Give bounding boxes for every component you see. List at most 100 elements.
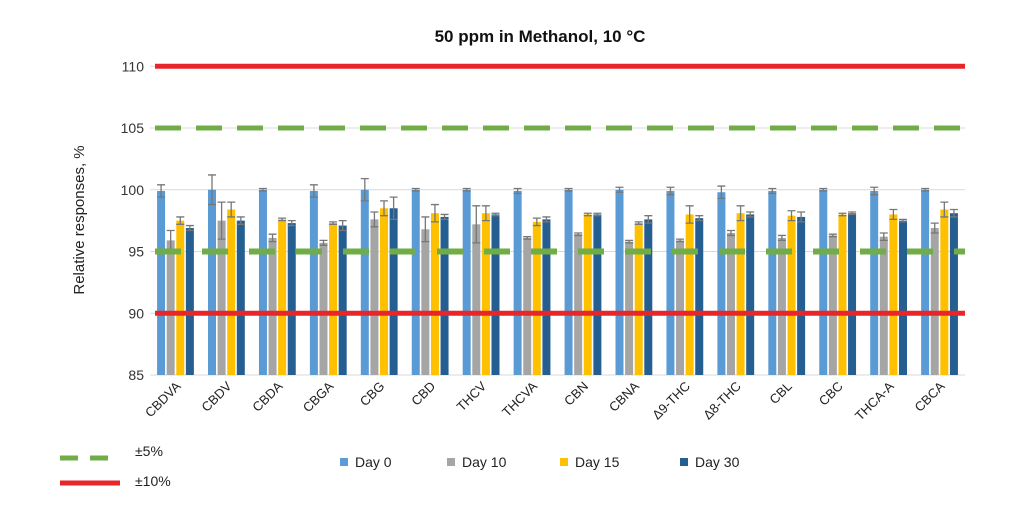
error-bar xyxy=(157,184,166,198)
bar-day-0 xyxy=(666,190,675,375)
x-tick-label: CBCA xyxy=(912,378,948,414)
error-bar xyxy=(695,215,704,222)
bar-day-30 xyxy=(898,220,907,375)
error-bar xyxy=(542,216,551,223)
error-bar xyxy=(625,239,634,244)
x-tick-label: THCA-A xyxy=(852,378,897,423)
error-bar xyxy=(380,200,389,217)
error-bar xyxy=(411,187,420,192)
x-tick-label: CBDV xyxy=(198,378,234,414)
bar-day-30 xyxy=(440,216,449,375)
error-bar xyxy=(768,187,777,195)
bar-day-30 xyxy=(236,220,245,375)
x-tick-label: CBN xyxy=(561,379,591,409)
bar-day-15 xyxy=(532,221,541,375)
bar-day-0 xyxy=(564,189,573,375)
legend-label: ±5% xyxy=(135,443,163,459)
legend-swatch xyxy=(447,458,455,466)
error-bar xyxy=(440,213,449,221)
bar-day-0 xyxy=(819,189,828,375)
bar-day-15 xyxy=(583,214,592,375)
error-bar xyxy=(797,211,806,223)
y-tick-label: 105 xyxy=(121,120,145,136)
y-axis-label: Relative responses, % xyxy=(71,145,88,294)
bar-day-30 xyxy=(389,208,398,375)
bar-day-10 xyxy=(370,219,379,375)
legend-swatch xyxy=(340,458,348,466)
bar-day-10 xyxy=(879,236,888,375)
error-bar xyxy=(828,233,837,238)
error-bar xyxy=(176,216,185,225)
error-bar xyxy=(421,216,430,243)
bar-day-15 xyxy=(481,213,490,375)
bar-day-30 xyxy=(746,214,755,375)
bar-day-0 xyxy=(870,190,879,375)
bar-day-30 xyxy=(491,214,500,375)
x-tick-label: CBDVA xyxy=(142,378,184,420)
y-tick-label: 110 xyxy=(122,58,145,74)
bar-day-0 xyxy=(157,190,166,375)
error-bar xyxy=(268,233,277,243)
legend-label: ±10% xyxy=(135,473,171,489)
error-bar xyxy=(258,187,267,192)
x-tick-label: CBG xyxy=(357,379,388,410)
bar-day-10 xyxy=(828,235,837,375)
error-bar xyxy=(278,217,287,222)
bar-day-10 xyxy=(166,240,175,375)
bar-day-30 xyxy=(185,228,194,375)
bar-day-30 xyxy=(287,223,296,375)
error-bar xyxy=(338,219,347,232)
bar-day-15 xyxy=(634,223,643,375)
error-bar xyxy=(523,236,532,240)
bar-day-0 xyxy=(615,189,624,375)
bar-day-15 xyxy=(278,219,287,375)
x-tick-label: THCV xyxy=(454,378,490,414)
bar-day-15 xyxy=(329,223,338,375)
error-bar xyxy=(736,205,745,222)
error-bar xyxy=(287,219,296,227)
error-bar xyxy=(574,232,583,237)
bar-day-10 xyxy=(268,237,277,375)
error-bar xyxy=(644,215,653,224)
bar-day-30 xyxy=(797,216,806,375)
x-tick-label: Δ9-THC xyxy=(649,379,693,423)
error-bar xyxy=(746,211,755,218)
y-tick-label: 95 xyxy=(128,244,144,260)
bar-day-30 xyxy=(338,225,347,375)
error-bar xyxy=(949,208,958,218)
error-bar xyxy=(472,205,481,244)
legend-label: Day 10 xyxy=(462,454,507,470)
bar-day-10 xyxy=(472,224,481,375)
bar-day-10 xyxy=(319,242,328,375)
bar-day-0 xyxy=(921,189,930,375)
bar-day-30 xyxy=(949,213,958,375)
error-bar xyxy=(208,174,217,206)
error-bar xyxy=(898,218,907,223)
x-tick-label: CBD xyxy=(408,379,438,409)
bar-day-0 xyxy=(411,189,420,375)
bar-day-10 xyxy=(523,237,532,375)
error-bar xyxy=(777,234,786,242)
legend-label: Day 15 xyxy=(575,454,620,470)
x-tick-label: CBNA xyxy=(606,378,642,414)
error-bar xyxy=(389,196,398,221)
error-bar xyxy=(676,238,685,243)
legend-swatch xyxy=(560,458,568,466)
error-bar xyxy=(319,239,328,246)
error-bar xyxy=(634,221,643,225)
bar-day-15 xyxy=(838,214,847,375)
bar-day-30 xyxy=(593,214,602,375)
error-bar xyxy=(717,185,726,200)
error-bar xyxy=(360,177,369,202)
bar-day-10 xyxy=(676,240,685,375)
bar-day-10 xyxy=(930,228,939,375)
error-bar xyxy=(430,203,439,223)
bar-day-30 xyxy=(848,213,857,375)
bar-day-0 xyxy=(768,190,777,375)
y-tick-label: 100 xyxy=(121,182,145,198)
error-bar xyxy=(185,224,194,232)
bar-day-30 xyxy=(542,219,551,375)
bar-day-0 xyxy=(360,189,369,375)
error-bar xyxy=(879,232,888,242)
error-bar xyxy=(848,211,857,216)
